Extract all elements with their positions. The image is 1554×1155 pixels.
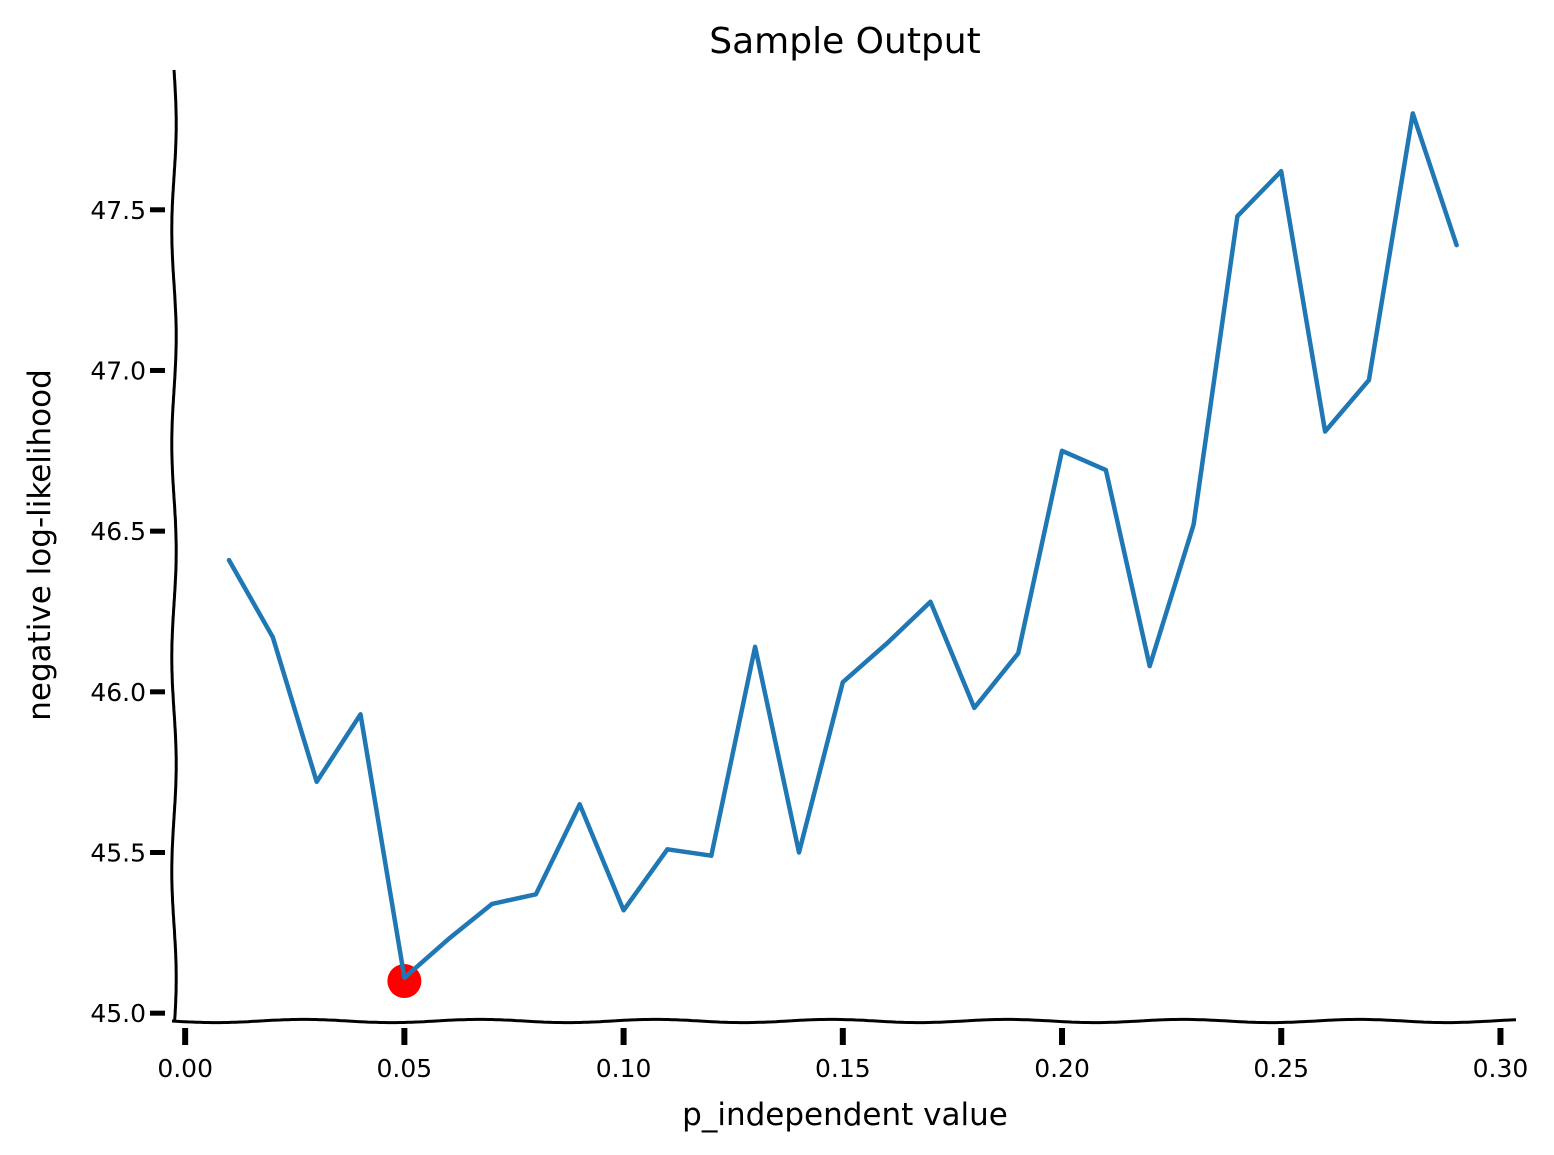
y-tick-label: 47.5 [90,196,146,225]
y-tick-label: 45.0 [90,999,146,1028]
chart-title: Sample Output [709,21,980,62]
x-tick-label: 0.00 [157,1054,213,1083]
series-line [226,111,1459,981]
y-tick-label: 46.5 [90,517,146,546]
x-tick-label: 0.30 [1473,1054,1529,1083]
x-tick-label: 0.25 [1253,1054,1309,1083]
y-axis-line [170,69,178,1023]
x-tick-label: 0.15 [815,1054,871,1083]
x-axis: 0.00 0.05 0.10 0.15 0.20 0.25 0.30 [157,1017,1529,1083]
y-tick-label: 47.0 [90,356,146,385]
x-tick-label: 0.20 [1034,1054,1090,1083]
y-axis: 45.0 45.5 46.0 46.5 47.0 47.5 [90,69,178,1028]
y-tick-label: 45.5 [90,839,146,868]
x-axis-title: p_independent value [682,1097,1008,1133]
x-tick-label: 0.10 [596,1054,652,1083]
x-tick-label: 0.05 [377,1054,433,1083]
plot-area [226,111,1459,999]
y-axis-title: negative log-likelihood [22,369,58,721]
x-axis-line [171,1017,1517,1025]
y-tick-label: 46.0 [90,678,146,707]
